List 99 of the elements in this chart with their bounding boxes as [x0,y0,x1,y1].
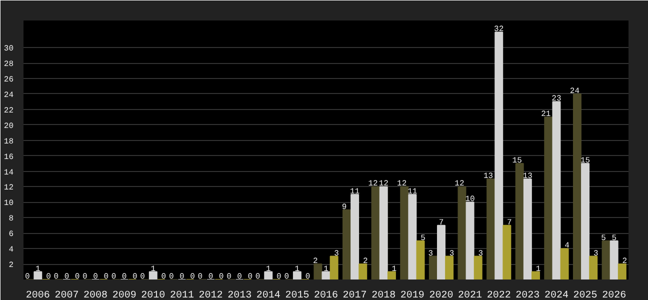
x-tick-label: 2023 [516,290,540,300]
data-label: 5 [420,234,426,243]
data-label: 0 [93,272,98,282]
data-label: 1 [294,264,300,274]
x-tick-label: 2015 [285,290,310,300]
y-tick-label: 2 [8,261,14,270]
data-label: 5 [601,234,606,243]
x-tick-label: 2021 [458,290,482,300]
data-label: 0 [305,272,310,282]
data-label: 15 [580,156,590,166]
data-label: 0 [104,272,109,282]
data-label: 0 [140,272,146,282]
y-tick-label: 8 [8,214,14,224]
data-label: 0 [122,272,127,282]
y-tick-label: 28 [4,60,14,70]
data-label: 0 [161,272,166,282]
y-tick-label: 30 [4,44,14,54]
x-tick-label: 2013 [228,290,252,300]
data-label: 23 [552,94,562,104]
x-tick-label: 2022 [486,290,511,300]
data-label: 3 [593,249,598,258]
data-label: 0 [284,272,290,282]
data-label: 3 [449,249,454,258]
data-label: 5 [612,234,617,243]
x-tick-label: 2017 [342,290,367,300]
data-label: 4 [564,242,570,251]
data-label: 1 [266,264,271,274]
data-label: 0 [24,272,30,282]
data-label: 0 [226,272,232,282]
x-tick-label: 2006 [26,290,50,300]
data-label: 0 [255,272,260,282]
data-label: 12 [378,180,389,189]
data-label: 12 [454,180,464,189]
y-tick-label: 4 [8,246,14,255]
data-label: 1 [324,264,329,274]
data-label: 21 [541,110,551,120]
x-tick-label: 2014 [256,290,280,300]
data-label: 2 [313,257,318,266]
x-tick-label: 2016 [314,290,338,300]
x-tick-label: 2011 [170,290,194,300]
y-tick-label: 6 [8,230,14,240]
data-label: 3 [334,249,340,258]
y-tick-label: 16 [4,152,14,162]
data-label: 11 [408,187,418,196]
y-tick-label: 12 [4,184,14,193]
y-tick-label: 20 [4,122,14,131]
data-label: 3 [428,249,434,258]
y-tick-label: 18 [4,137,14,146]
data-label: 32 [494,25,504,34]
y-tick-label: 14 [4,168,14,178]
data-label: 1 [36,264,41,274]
data-label: 0 [218,272,224,282]
x-tick-label: 2020 [429,290,454,300]
data-label: 0 [46,272,52,282]
x-tick-label: 2010 [141,290,166,300]
data-label: 24 [570,86,580,96]
data-label: 0 [74,272,80,282]
data-label: 3 [478,249,484,258]
data-label: 7 [507,218,512,228]
data-label: 0 [276,272,282,282]
x-tick-label: 2012 [198,290,223,300]
data-label: 0 [198,272,203,282]
data-label: 0 [168,272,174,282]
data-label: 0 [190,272,196,282]
data-label: 0 [111,272,116,282]
data-label: 12 [397,180,407,189]
x-tick-label: 2007 [54,290,79,300]
y-tick-label: 24 [4,90,14,100]
data-label: 0 [180,272,185,282]
y-tick-label: 22 [4,106,14,116]
x-tick-label: 2026 [602,290,626,300]
x-tick-label: 2025 [573,290,598,300]
data-label: 10 [465,195,476,204]
data-label: 0 [64,272,70,282]
data-label: 0 [208,272,214,282]
data-label: 9 [342,202,347,212]
data-label: 13 [483,172,494,181]
x-tick-label: 2009 [112,290,136,300]
data-label: 0 [237,272,242,282]
y-tick-label: 10 [4,199,14,208]
data-label: 0 [82,272,88,282]
data-label: 12 [368,180,378,189]
data-label: 1 [392,264,397,274]
x-tick-label: 2008 [84,290,108,300]
data-label: 1 [150,264,156,274]
data-label: 15 [512,156,522,166]
data-label: 0 [132,272,138,282]
x-tick-label: 2018 [372,290,396,300]
x-tick-label: 2019 [400,290,424,300]
x-tick-label: 2024 [544,290,568,300]
data-label: 2 [362,257,368,266]
data-label: 2 [622,257,628,266]
data-label: 1 [536,264,541,274]
data-label: 11 [350,187,360,196]
data-label: 0 [248,272,253,282]
data-label: 0 [54,272,59,282]
y-tick-label: 26 [4,75,14,84]
data-label: 13 [522,172,533,181]
data-label: 7 [438,218,444,228]
